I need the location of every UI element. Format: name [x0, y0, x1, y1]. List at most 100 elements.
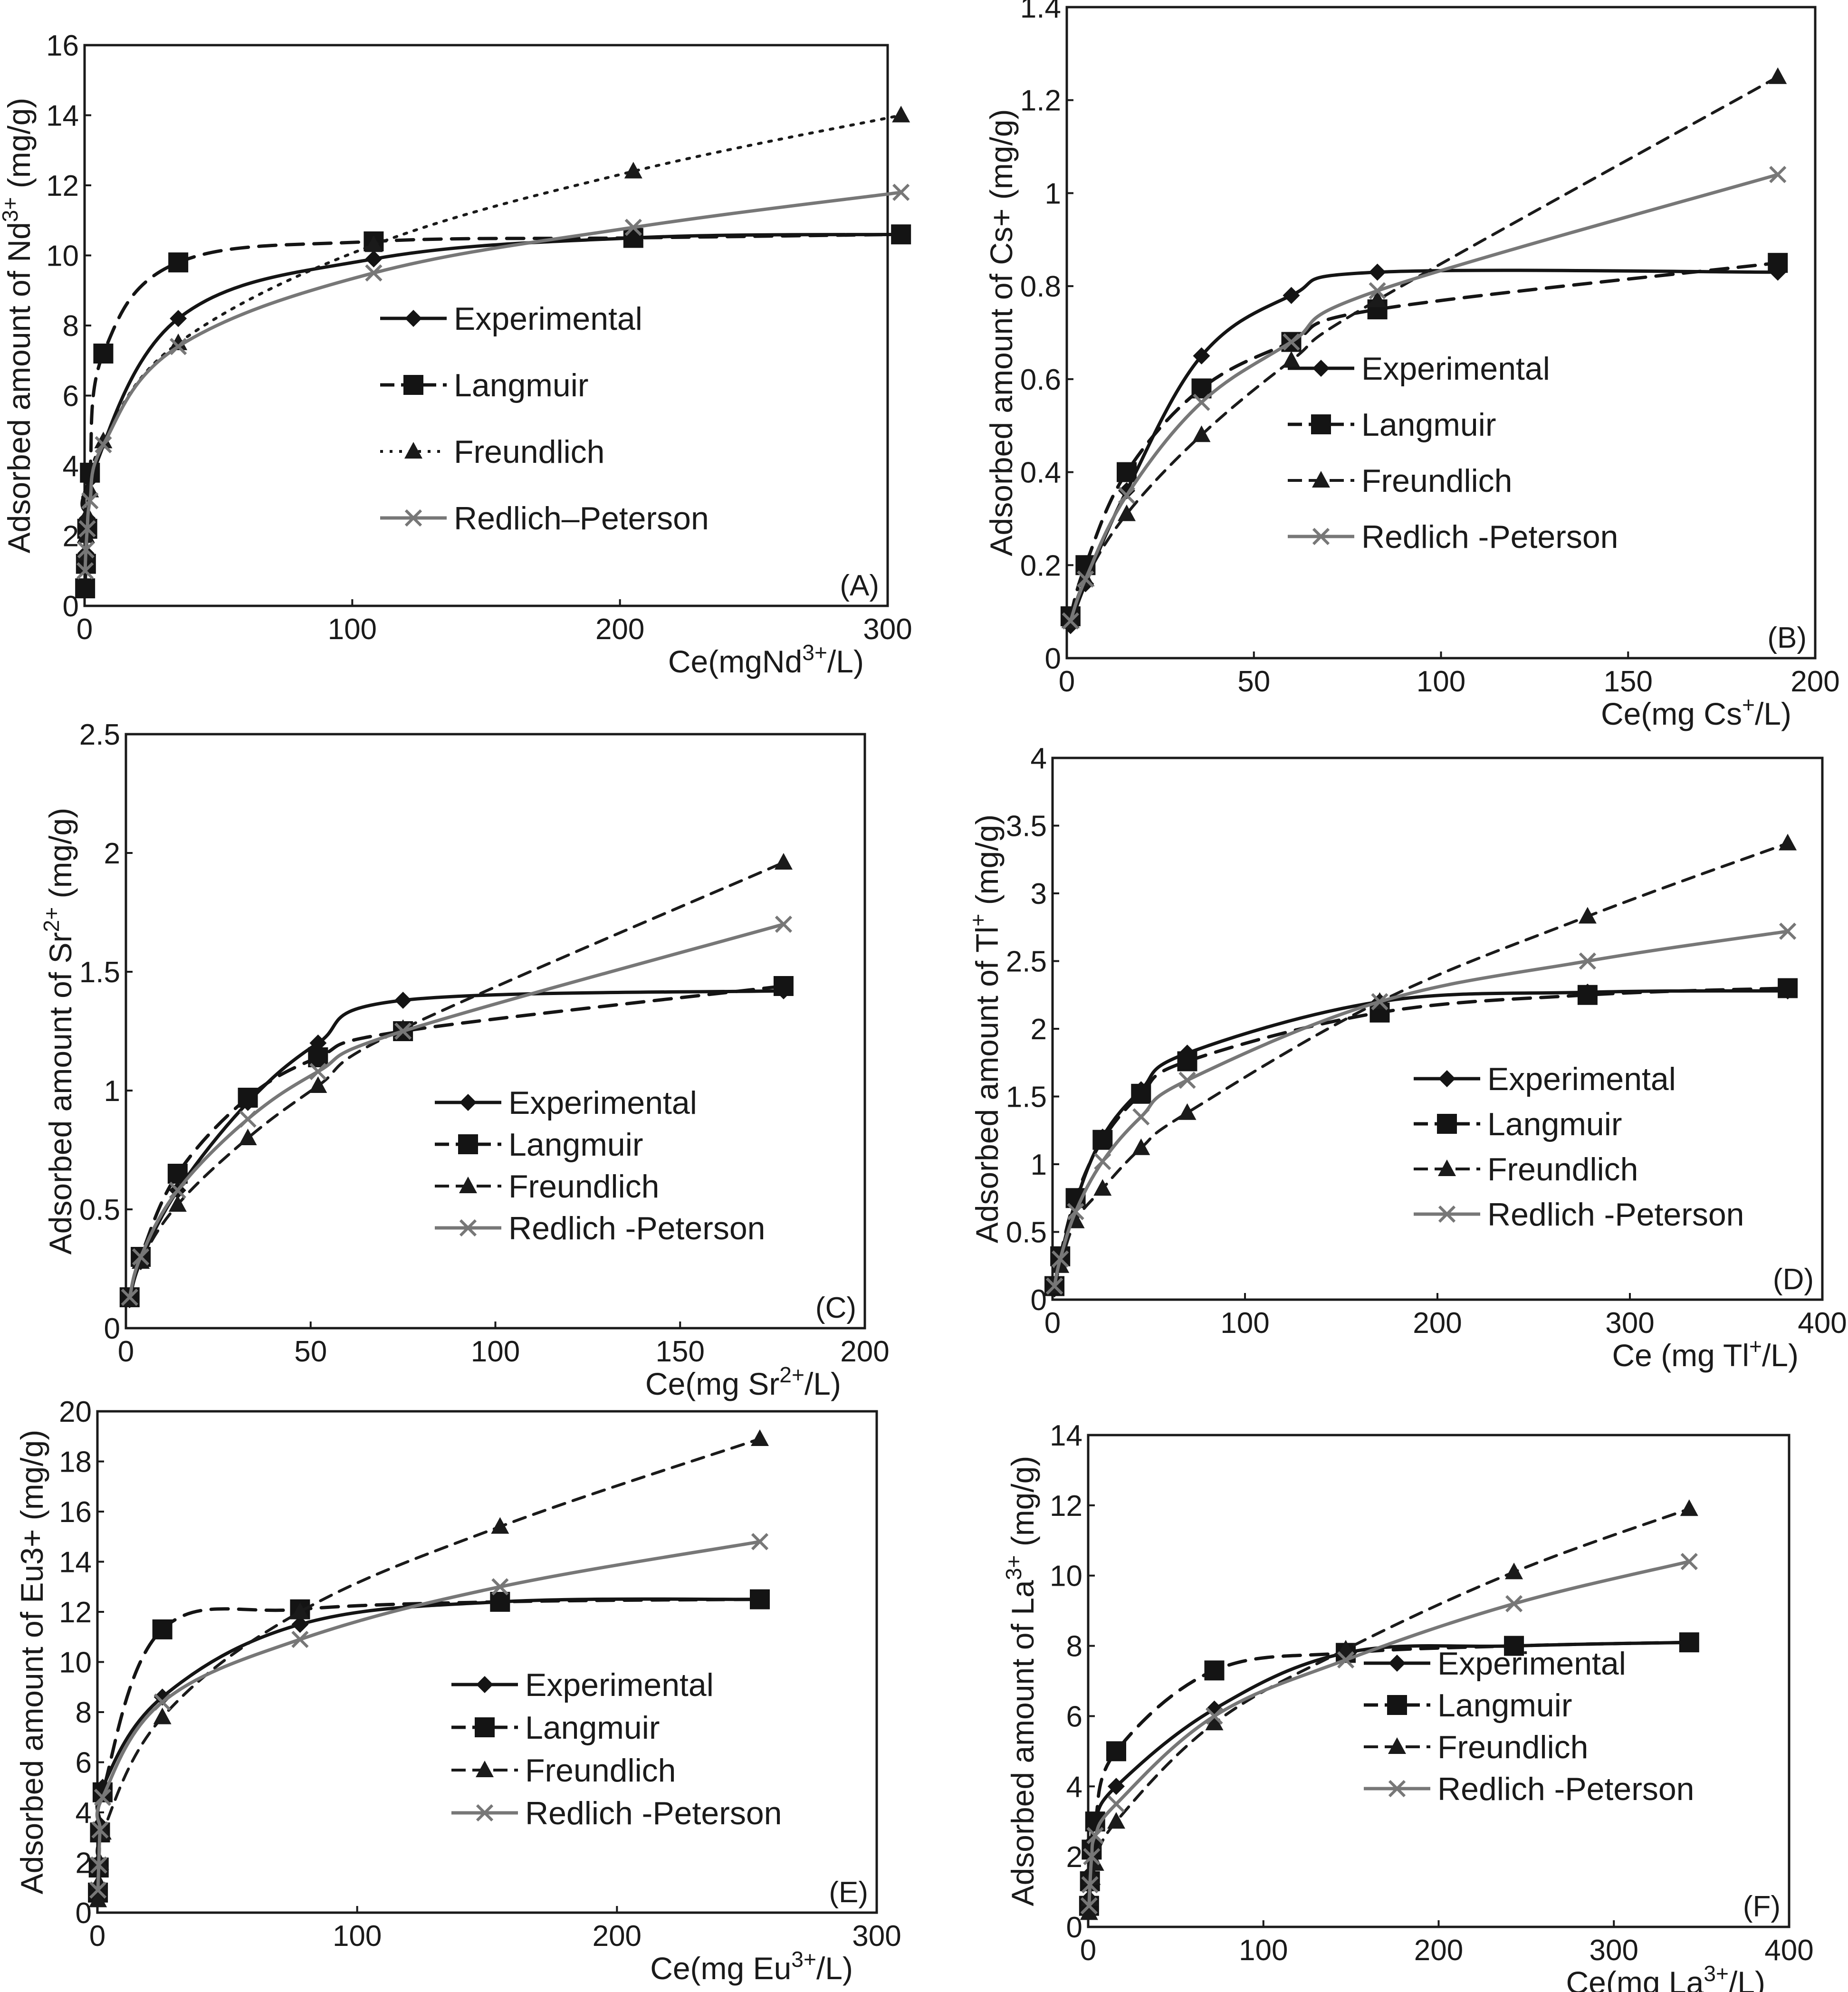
y-tick-label: 0.2 — [1020, 549, 1061, 582]
legend-label-freundlich: Freundlich — [525, 1753, 676, 1789]
y-tick-label: 1 — [1031, 1149, 1047, 1181]
y-tick-label: 2.5 — [79, 718, 120, 751]
y-tick-label: 12 — [1050, 1490, 1082, 1523]
x-tick-label: 200 — [593, 1920, 642, 1953]
plot-frame — [96, 1410, 878, 1914]
y-tick-label: 1.5 — [1006, 1081, 1047, 1114]
x-tick-label: 200 — [595, 613, 644, 646]
y-tick-label: 0.5 — [79, 1194, 120, 1226]
data-point — [94, 1789, 112, 1806]
data-point — [1067, 1203, 1084, 1220]
data-point — [1371, 993, 1388, 1011]
y-tick-label: 0 — [1031, 1284, 1047, 1317]
data-point — [95, 436, 112, 453]
y-tick-label: 2 — [1066, 1841, 1082, 1874]
legend-label-langmuir: Langmuir — [525, 1710, 660, 1746]
legend-marker — [1312, 471, 1330, 488]
legend-label-redlich-peterson: Redlich -Peterson — [525, 1795, 782, 1831]
y-tick-label: 20 — [59, 1396, 92, 1428]
data-point — [364, 235, 383, 252]
series-redlich-peterson — [1045, 922, 1797, 1295]
data-point — [1680, 1499, 1698, 1516]
legend-label-experimental: Experimental — [525, 1667, 714, 1703]
data-point — [394, 1022, 412, 1040]
y-tick-label: 8 — [76, 1696, 92, 1729]
data-point — [751, 1429, 769, 1446]
legend-marker — [404, 509, 422, 527]
data-point — [1779, 922, 1797, 940]
y-tick-label: 0 — [104, 1312, 120, 1345]
data-point — [153, 1707, 172, 1724]
legend-label-freundlich: Freundlich — [454, 434, 605, 470]
legend-marker — [1312, 527, 1330, 546]
x-tick-label: 400 — [1798, 1307, 1847, 1340]
data-point — [623, 228, 643, 248]
data-point — [89, 1881, 107, 1899]
data-point — [1118, 504, 1136, 521]
data-point — [1107, 1812, 1125, 1829]
x-axis-title: Ce(mg Cs+/L) — [1601, 692, 1791, 731]
y-tick-label: 18 — [59, 1446, 92, 1479]
x-tick-label: 50 — [294, 1335, 327, 1368]
data-point — [773, 976, 794, 996]
data-point — [81, 492, 99, 509]
y-tick-label: 3 — [1031, 878, 1047, 910]
data-point — [77, 541, 95, 559]
series-redlich-peterson — [1062, 166, 1787, 630]
data-point — [170, 310, 187, 327]
y-tick-label: 16 — [46, 29, 79, 62]
y-tick-label: 6 — [1066, 1700, 1082, 1733]
y-axis-title: Adsorbed amount of Tl+ (mg/g) — [966, 814, 1005, 1244]
legend: Experimental Langmuir Freundlich Redlich -P… — [1364, 1646, 1694, 1807]
y-tick-label: 4 — [1031, 742, 1047, 775]
data-point — [1077, 570, 1094, 588]
legend-label-langmuir: Langmuir — [508, 1127, 643, 1163]
data-point — [291, 1630, 309, 1648]
data-point — [1086, 1827, 1104, 1844]
data-point — [1132, 1138, 1150, 1155]
data-point — [1579, 952, 1597, 970]
series-line — [128, 984, 785, 1299]
data-point — [1769, 67, 1787, 84]
data-point — [1768, 253, 1788, 273]
data-point — [491, 1578, 509, 1596]
data-point — [1177, 1051, 1197, 1072]
data-point — [1107, 1795, 1125, 1813]
chart-panel-f: 0 100 200 300 400 0 2 4 6 8 10 12 14 Ce(mg La3+/L) Ads… — [1001, 1419, 1814, 1992]
x-tick-label: 200 — [1413, 1307, 1462, 1340]
data-point — [121, 1288, 138, 1306]
panel-label: (F) — [1743, 1890, 1781, 1923]
x-tick-label: 150 — [1604, 665, 1653, 698]
x-axis-title: Ce(mgNd3+/L) — [668, 640, 864, 679]
data-point — [91, 1821, 109, 1839]
series-line — [1069, 172, 1780, 623]
legend-label-redlich-peterson: Redlich -Peterson — [1361, 519, 1618, 555]
data-point — [169, 333, 188, 350]
series-line — [1069, 261, 1780, 618]
plot-frame — [1065, 6, 1817, 660]
data-point — [1369, 263, 1386, 281]
data-point — [1679, 1632, 1699, 1653]
data-point — [90, 1856, 107, 1874]
y-tick-label: 2 — [63, 520, 79, 553]
data-point — [1178, 1072, 1196, 1089]
data-point — [365, 250, 383, 268]
data-point — [1205, 1714, 1224, 1731]
legend-label-experimental: Experimental — [1487, 1061, 1676, 1097]
legend-label-experimental: Experimental — [508, 1085, 697, 1121]
x-tick-label: 400 — [1764, 1934, 1813, 1967]
data-point — [153, 1688, 171, 1706]
data-point — [1193, 347, 1210, 364]
legend-marker — [476, 1761, 494, 1777]
y-tick-label: 6 — [63, 380, 79, 413]
y-tick-label: 0 — [1045, 642, 1061, 675]
legend-label-langmuir: Langmuir — [1361, 407, 1496, 443]
x-tick-label: 200 — [840, 1335, 889, 1368]
data-point — [77, 562, 94, 580]
y-tick-label: 14 — [46, 100, 79, 133]
data-point — [1106, 1741, 1126, 1762]
y-tick-label: 1.5 — [79, 956, 120, 989]
legend-label-redlich-peterson: Redlich–Peterson — [454, 500, 709, 536]
legend-label-freundlich: Freundlich — [1437, 1729, 1589, 1765]
